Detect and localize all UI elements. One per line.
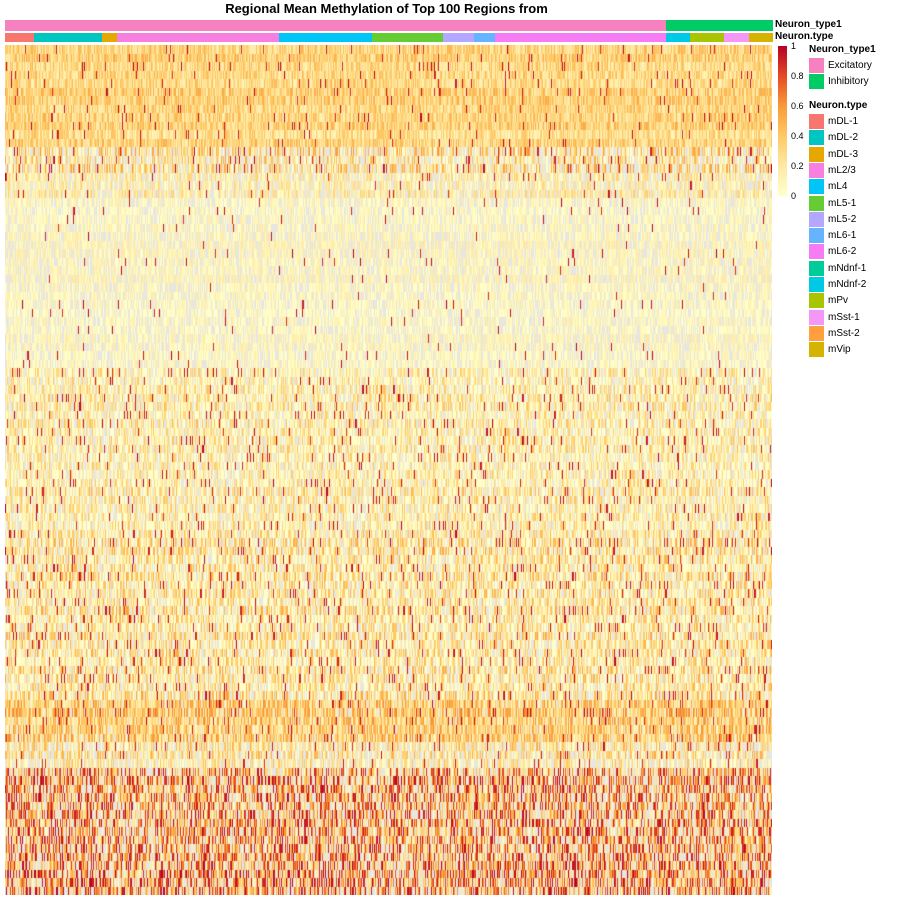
- colorbar-gradient: [778, 46, 787, 196]
- anno-type1-segment-excitatory: [5, 20, 667, 31]
- colorbar-tick-label: 0.8: [791, 71, 804, 81]
- neuron-type-annotation-bar: [5, 33, 773, 42]
- legend-title-neuron-type1: Neuron_type1: [809, 44, 876, 55]
- legend-label: mDL-1: [828, 116, 859, 127]
- anno-type-segment-mdl-1: [5, 33, 35, 42]
- legend-label: mL5-2: [828, 213, 857, 225]
- anno-type-segment-ml4: [279, 33, 373, 42]
- legend-swatch: [809, 114, 824, 129]
- chart-title: Regional Mean Methylation of Top 100 Reg…: [225, 1, 548, 16]
- anno-type-segment-mdl-3: [102, 33, 118, 42]
- colorbar-tick-label: 0: [791, 191, 797, 201]
- colorbar: [778, 46, 787, 196]
- legend-swatch: [809, 325, 824, 341]
- anno-type-segment-ml6-2: [495, 33, 667, 42]
- neuron-type1-annotation-label: Neuron_type1: [775, 19, 842, 30]
- neuron-type-annotation-label: Neuron.type: [775, 31, 834, 42]
- legend-swatch: [809, 260, 824, 276]
- anno-type-segment-ml5-1: [372, 33, 444, 42]
- legend-swatch: [809, 195, 824, 211]
- colorbar-tick-label: 0.4: [791, 131, 804, 141]
- legend-swatch: [809, 228, 824, 244]
- anno-type-segment-ml5-2: [443, 33, 475, 42]
- legend-label: mDL-3: [828, 148, 859, 160]
- legend-label: mL6-2: [828, 246, 857, 258]
- legend-swatch: [809, 74, 824, 90]
- legend-swatch: [809, 342, 824, 358]
- anno-type-segment-mndnf-2: [666, 33, 691, 42]
- neuron-type1-annotation-bar: [5, 20, 773, 31]
- legend-label: mL6-1: [828, 230, 857, 242]
- legend-label: mNdnf-2: [828, 279, 867, 290]
- legend-swatch: [809, 146, 824, 162]
- legend-swatch: [809, 293, 824, 309]
- legend-label: Excitatory: [828, 60, 872, 71]
- legend-swatch: [809, 244, 824, 260]
- legend-label: mSst-1: [828, 311, 860, 323]
- legend-swatch: [809, 309, 824, 325]
- legend-label: Inhibitory: [828, 76, 869, 88]
- colorbar-tick-label: 0.6: [791, 101, 804, 111]
- legend-label: mL2/3: [828, 164, 856, 176]
- legend-label: mPv: [828, 295, 848, 307]
- colorbar-tick-label: 0.2: [791, 161, 804, 171]
- anno-type1-segment-inhibitory: [666, 20, 773, 31]
- legend-swatch: [809, 179, 824, 195]
- legend-label: mVip: [828, 344, 851, 356]
- legend-swatch: [809, 130, 824, 146]
- anno-type-segment-msst-1: [724, 33, 750, 42]
- anno-type-segment-mdl-2: [34, 33, 103, 42]
- legend-label: mDL-2: [828, 132, 859, 144]
- legend-swatch: [809, 58, 824, 73]
- legend-label: mL4: [828, 181, 848, 193]
- legend-label: mNdnf-1: [828, 262, 867, 274]
- legend-swatch: [809, 277, 824, 292]
- legend-swatch: [809, 162, 824, 178]
- methylation-heatmap: [5, 45, 772, 895]
- anno-type-segment-mpv: [690, 33, 725, 42]
- legend-label: mL5-1: [828, 197, 857, 209]
- legend-label: mSst-2: [828, 327, 860, 339]
- legend-swatch: [809, 211, 824, 227]
- legend-title-neuron-type: Neuron.type: [809, 100, 868, 111]
- anno-type-segment-mvip: [749, 33, 773, 42]
- anno-type-segment-ml2-3: [117, 33, 280, 42]
- anno-type-segment-ml6-1: [474, 33, 496, 42]
- colorbar-tick-label: 1: [791, 41, 797, 51]
